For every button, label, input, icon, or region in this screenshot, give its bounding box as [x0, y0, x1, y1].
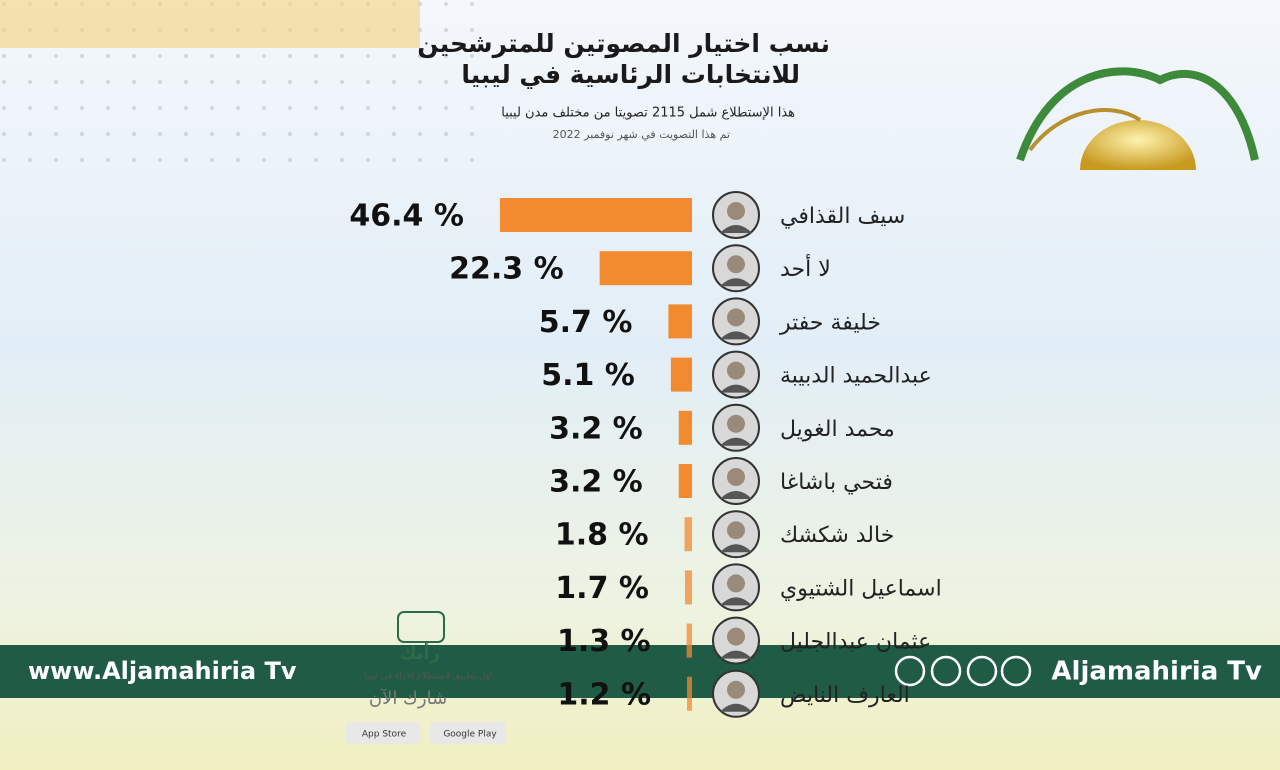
- category-label: خليفة حفتر: [779, 310, 881, 335]
- value-label: 22.3 %: [449, 252, 564, 287]
- avatar-body: [720, 225, 752, 233]
- icon-youtube[interactable]: [1000, 655, 1032, 687]
- icon-facebook[interactable]: [894, 655, 926, 687]
- chart-note: تم هذا التصويت في شهر نوفمبر 2022: [553, 128, 730, 141]
- chart-title: نسب اختيار المصوتين للمترشحين: [417, 29, 830, 59]
- value-label: 1.8 %: [555, 518, 649, 553]
- avatar: [712, 510, 760, 559]
- avatar-body: [720, 437, 752, 446]
- value-label: 1.7 %: [555, 571, 649, 606]
- bar: [686, 623, 692, 658]
- category-label: خالد شكشك: [780, 523, 894, 548]
- avatar-body: [720, 544, 752, 553]
- avatar-head: [727, 468, 745, 486]
- avatar-body: [720, 650, 752, 659]
- app-tagline: اول تطبيق لاستطلاع الاراء في ليبيا: [364, 672, 492, 682]
- avatar: [712, 616, 760, 665]
- value-label: 3.2 %: [549, 411, 643, 446]
- avatar: [712, 244, 760, 293]
- bar: [668, 304, 692, 339]
- icon-twitter[interactable]: [930, 655, 962, 687]
- bar: [684, 570, 692, 605]
- category-label: فتحي باشاغا: [780, 470, 893, 495]
- chart-title: للانتخابات الرئاسية في ليبيا: [461, 60, 800, 90]
- logo-dome: [1080, 120, 1196, 170]
- value-label: 5.7 %: [539, 305, 633, 340]
- app-cta: شارك الآن: [369, 687, 447, 709]
- logo-ornament: [1028, 108, 1142, 152]
- bar: [599, 251, 692, 286]
- avatar-body: [720, 331, 752, 340]
- avatar-head: [727, 361, 745, 380]
- avatar-body: [720, 278, 752, 287]
- banner-right: Aljamahiria Tv: [1051, 657, 1262, 687]
- avatar-head: [727, 680, 745, 699]
- avatar-head: [727, 255, 745, 274]
- avatar-head: [727, 574, 745, 593]
- store-button[interactable]: [430, 722, 506, 744]
- app-icon: [397, 611, 445, 643]
- category-label: العارف النايض: [780, 683, 910, 708]
- avatar-body: [720, 703, 752, 712]
- avatar-body: [720, 491, 752, 499]
- bar: [678, 464, 692, 498]
- app-name: رأيك: [400, 641, 440, 664]
- value-label: 1.2 %: [557, 677, 651, 712]
- category-label: عثمان عبدالجليل: [780, 630, 931, 655]
- avatar-body: [720, 384, 752, 393]
- logo-calligraphy: [1016, 67, 1259, 162]
- value-label: 5.1 %: [541, 358, 635, 393]
- avatar: [712, 669, 760, 718]
- category-label: عبدالحميد الدبيبة: [780, 364, 932, 389]
- bar: [687, 676, 692, 711]
- social-icons: [894, 655, 1032, 687]
- avatar-head: [727, 202, 745, 220]
- category-label: اسماعيل الشتيوي: [780, 576, 942, 601]
- category-label: سيف القذافي: [780, 204, 905, 229]
- chart-subtitle: هذا الإستطلاع شمل 2115 تصويتا من مختلف م…: [501, 106, 795, 121]
- avatar: [712, 457, 760, 505]
- avatar: [712, 350, 760, 399]
- avatar: [712, 563, 760, 612]
- store-label: Google Play: [443, 730, 497, 740]
- icon-instagram[interactable]: [966, 655, 998, 687]
- category-label: محمد الغويل: [780, 417, 895, 442]
- avatar-head: [727, 521, 745, 540]
- category-label: لا أحد: [780, 254, 831, 282]
- avatar-head: [727, 627, 745, 646]
- value-label: 46.4 %: [349, 199, 464, 234]
- value-label: 3.2 %: [549, 465, 643, 500]
- top-stripe: [0, 0, 420, 48]
- banner-left: www.Aljamahiria Tv: [28, 657, 297, 685]
- banner: [0, 645, 1280, 698]
- bar: [499, 198, 692, 232]
- bar: [678, 410, 692, 445]
- avatar: [712, 297, 760, 346]
- avatar: [712, 403, 760, 452]
- bar: [670, 357, 692, 392]
- app-promo: رأيك اول تطبيق لاستطلاع الاراء في ليبيا …: [346, 611, 506, 744]
- store-label: App Store: [362, 730, 407, 740]
- avatar-head: [727, 414, 745, 433]
- logo: [1016, 67, 1259, 170]
- bar: [684, 517, 692, 552]
- avatar-body: [720, 597, 752, 606]
- value-label: 1.3 %: [557, 624, 651, 659]
- avatar-head: [727, 308, 745, 327]
- avatar: [712, 191, 760, 239]
- store-button[interactable]: [346, 722, 420, 744]
